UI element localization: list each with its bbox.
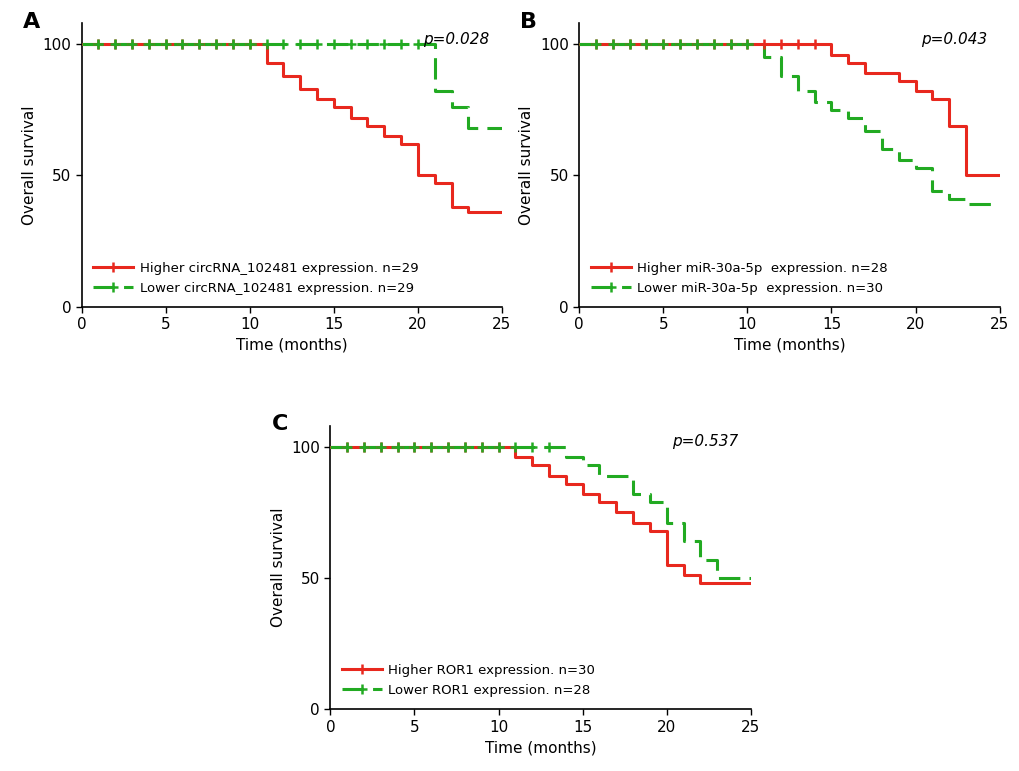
- Y-axis label: Overall survival: Overall survival: [519, 105, 534, 224]
- X-axis label: Time (months): Time (months): [484, 740, 596, 756]
- X-axis label: Time (months): Time (months): [733, 338, 845, 352]
- Text: p=0.028: p=0.028: [423, 32, 489, 46]
- X-axis label: Time (months): Time (months): [235, 338, 347, 352]
- Legend: Higher miR-30a-5p  expression. n=28, Lower miR-30a-5p  expression. n=30: Higher miR-30a-5p expression. n=28, Lowe…: [585, 256, 893, 300]
- Text: C: C: [271, 415, 287, 434]
- Text: p=0.043: p=0.043: [920, 32, 986, 46]
- Y-axis label: Overall survival: Overall survival: [270, 508, 285, 628]
- Legend: Higher ROR1 expression. n=30, Lower ROR1 expression. n=28: Higher ROR1 expression. n=30, Lower ROR1…: [336, 658, 600, 702]
- Text: A: A: [22, 12, 40, 32]
- Legend: Higher circRNA_102481 expression. n=29, Lower circRNA_102481 expression. n=29: Higher circRNA_102481 expression. n=29, …: [88, 256, 423, 300]
- Y-axis label: Overall survival: Overall survival: [21, 105, 37, 224]
- Text: p=0.537: p=0.537: [672, 434, 738, 449]
- Text: B: B: [520, 12, 537, 32]
